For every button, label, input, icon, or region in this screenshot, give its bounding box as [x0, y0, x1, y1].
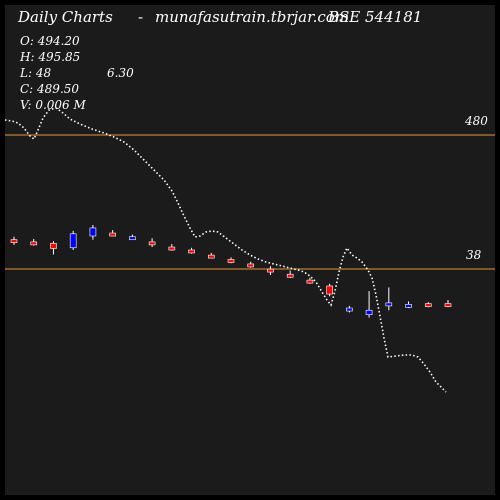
candle-body — [188, 249, 195, 254]
candle-body — [385, 302, 393, 307]
candle-body — [267, 268, 274, 273]
candle-body — [247, 263, 255, 268]
candle-body — [129, 236, 136, 241]
upper-level-label: 480 — [464, 114, 488, 128]
candle-body — [326, 285, 333, 295]
candle-body — [286, 273, 294, 278]
chart-title: Daily Charts — [17, 8, 113, 26]
close-value: C: 489.50 — [20, 82, 79, 96]
candle-body — [168, 246, 176, 251]
candle-body — [444, 303, 452, 307]
candle-body — [89, 227, 97, 237]
candle-body — [50, 243, 57, 249]
candle-body — [30, 241, 38, 246]
candle-body — [207, 254, 215, 259]
open-value: O: 494.20 — [20, 34, 80, 48]
candle-body — [365, 309, 373, 315]
volume-value: V: 0.006 M — [20, 98, 86, 112]
candles-group — [10, 224, 452, 318]
candle-body — [148, 241, 156, 246]
candle-body — [424, 303, 432, 307]
low-extra-value: 6.30 — [107, 66, 134, 80]
symbol-label: BSE 544181 — [327, 8, 422, 26]
candle-body — [109, 232, 116, 237]
candle-body — [346, 307, 353, 312]
high-value: H: 495.85 — [19, 50, 80, 64]
candle-body — [405, 304, 412, 308]
candle-body — [227, 259, 235, 263]
lower-level-label: 38 — [466, 248, 482, 262]
candle-body — [306, 279, 314, 284]
low-value: L: 48 — [19, 66, 51, 80]
plot-panel — [5, 5, 495, 495]
site-name: munafasutrain.tbrjar.com — [155, 8, 349, 26]
candle-body — [10, 239, 18, 243]
candle-body — [69, 233, 77, 249]
title-separator: - — [138, 8, 143, 26]
moving-average-line — [4, 107, 447, 393]
